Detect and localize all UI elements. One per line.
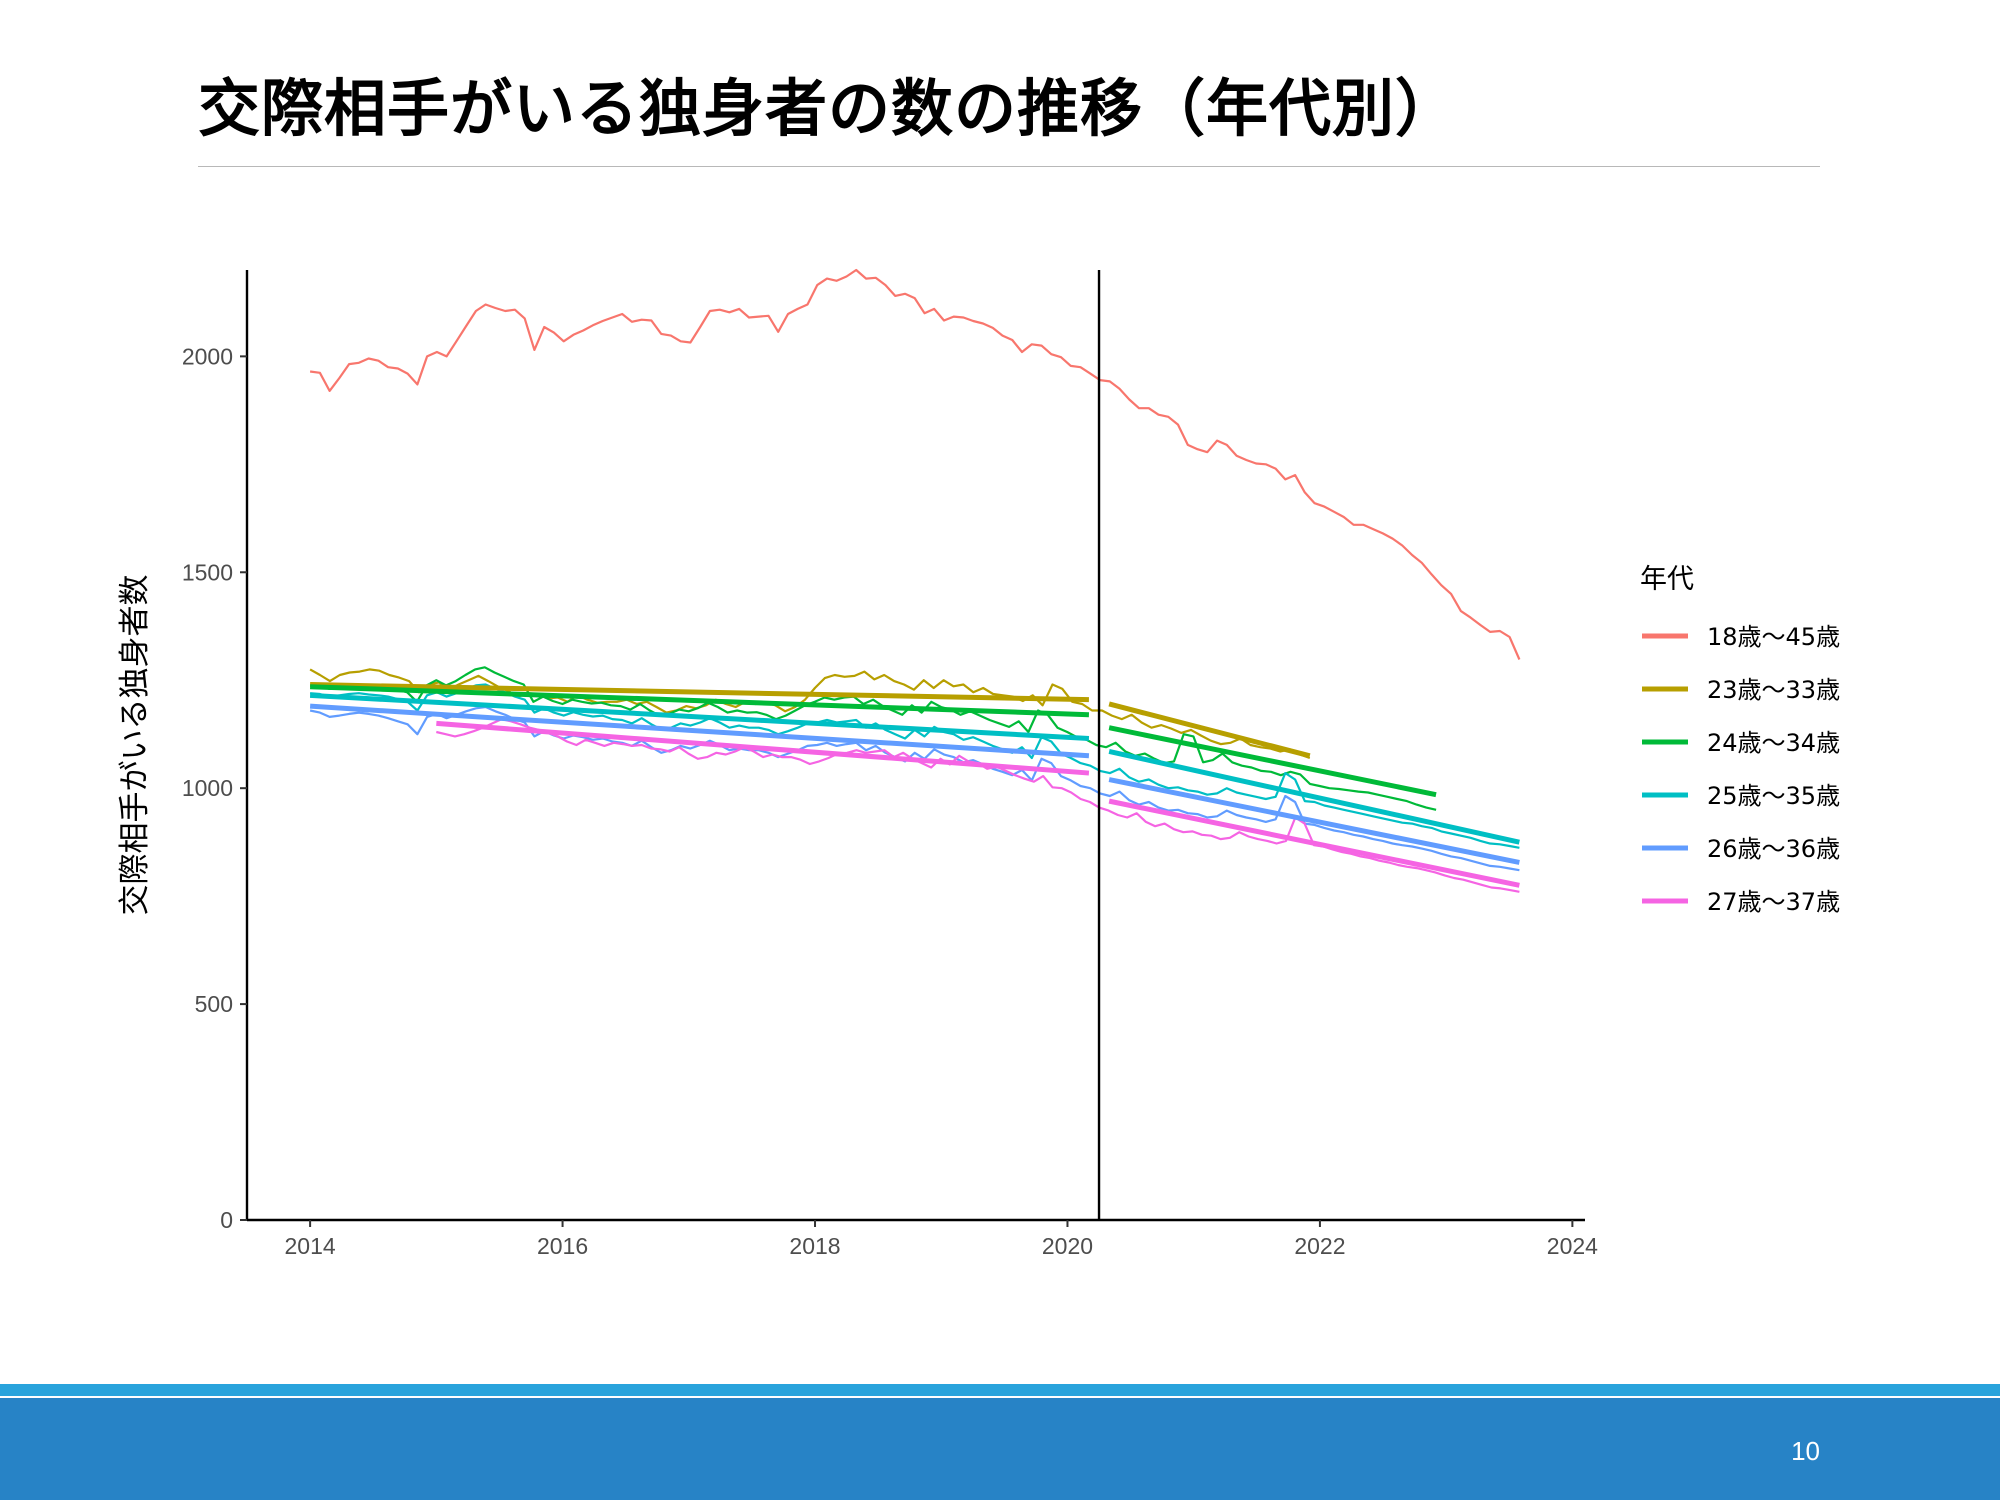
x-tick-label: 2024 [1547, 1233, 1598, 1259]
chart-marks [309, 268, 1521, 1220]
trend-line-6-post [1108, 798, 1520, 888]
legend-label-3: 24歳～34歳 [1707, 729, 1840, 757]
page-number: 10 [1791, 1436, 1820, 1466]
y-tick-label: 1500 [182, 559, 233, 585]
legend-title: 年代 [1640, 564, 1694, 595]
slide-title: 交際相手がいる独身者の数の推移（年代別） [198, 72, 1459, 145]
series-line-3 [309, 666, 1437, 811]
trend-line-2-pre [310, 682, 1089, 703]
legend-label-6: 27歳～37歳 [1707, 888, 1840, 916]
x-tick-label: 2014 [285, 1233, 336, 1259]
trend-line-5-pre [309, 703, 1090, 759]
series-line-1 [309, 268, 1521, 660]
x-tick-label: 2018 [789, 1233, 840, 1259]
trend-line-4-post [1108, 749, 1520, 845]
legend-label-2: 23歳～33歳 [1707, 676, 1840, 704]
y-axis-title: 交際相手がいる独身者数 [117, 575, 153, 916]
title-divider [198, 166, 1820, 167]
footer-accent-stripe [0, 1384, 2000, 1396]
y-tick-label: 500 [195, 991, 233, 1017]
trend-line-3-pre [310, 684, 1090, 718]
trend-line-2-post [1108, 701, 1311, 759]
chart-legend: 年代 18歳～45歳 23歳～33歳 24歳～34歳 25歳～35歳 26歳～36歳 27歳… [1640, 564, 1840, 916]
x-tick-label: 2022 [1294, 1233, 1345, 1259]
trend-line-4-pre [309, 692, 1090, 742]
footer-bar [0, 1398, 2000, 1500]
legend-label-4: 25歳～35歳 [1707, 782, 1840, 810]
trend-line-3-post [1108, 725, 1437, 798]
y-tick-label: 2000 [182, 343, 233, 369]
legend-label-1: 18歳～45歳 [1707, 623, 1840, 651]
trend-line-5-post [1108, 777, 1520, 865]
y-tick-label: 1000 [182, 775, 233, 801]
legend-label-5: 26歳～36歳 [1707, 835, 1840, 863]
trend-line-6-pre [436, 720, 1090, 776]
chart-axes: 0 500 1000 1500 2000 2014 2016 2018 2020 2022 2024… [117, 270, 1598, 1259]
y-tick-label: 0 [220, 1207, 233, 1233]
x-tick-label: 2016 [537, 1233, 588, 1259]
x-tick-label: 2020 [1042, 1233, 1093, 1259]
